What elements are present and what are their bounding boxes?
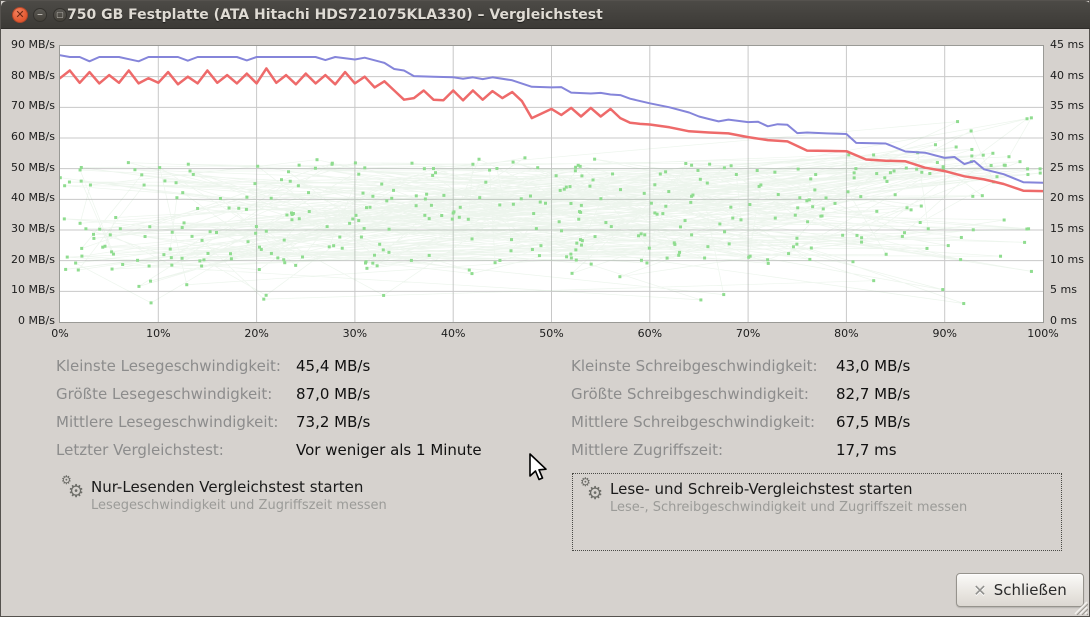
stat-label: Letzter Vergleichstest: [56,441,224,459]
chart-canvas [60,46,1043,322]
y-left-tick: 50 MB/s [11,160,55,174]
y-left-tick: 80 MB/s [11,68,55,82]
close-button-label: Schließen [993,581,1067,599]
x-tick: 90% [932,327,957,340]
close-window-button[interactable]: ✕ [12,7,28,23]
gears-icon: ⚙ ⚙ [61,473,85,502]
readonly-benchmark-subtitle: Lesegeschwindigkeit und Zugriffszeit mes… [91,498,387,513]
gears-icon: ⚙ ⚙ [580,475,604,504]
start-readonly-benchmark-button[interactable]: ⚙ ⚙ Nur-Lesenden Vergleichstest starten … [61,473,387,513]
minimize-window-button[interactable]: – [33,8,47,22]
x-tick: 50% [539,327,564,340]
stat-label: Kleinste Schreibgeschwindigkeit: [571,357,818,375]
y-right-tick: 0 ms [1050,314,1077,327]
stat-label: Mittlere Schreibgeschwindigkeit: [571,413,816,431]
y-left-tick: 90 MB/s [11,38,55,51]
x-tick: 10% [146,327,171,340]
y-left-tick: 30 MB/s [11,222,55,235]
y-left-tick: 60 MB/s [11,130,55,143]
stat-label: Größte Lesegeschwindigkeit: [56,385,273,403]
x-tick: 60% [637,327,663,340]
stat-value: 67,5 MB/s [836,413,911,431]
close-x-icon: ✕ [973,580,987,600]
x-tick: 40% [440,327,466,340]
stat-value: 43,0 MB/s [836,357,911,375]
titlebar: ✕ – ▢ 750 GB Festplatte (ATA Hitachi HDS… [1,1,1090,29]
x-tick: 80% [834,327,859,340]
readonly-benchmark-title: Nur-Lesenden Vergleichstest starten [91,478,364,496]
stat-value: 17,7 ms [836,441,897,459]
mouse-cursor [529,453,547,481]
y-right-tick: 35 ms [1050,99,1084,113]
maximize-window-button[interactable]: ▢ [53,8,67,22]
y-left-tick: 10 MB/s [11,283,55,297]
window-title: 750 GB Festplatte (ATA Hitachi HDS721075… [67,7,603,23]
y-right-tick: 25 ms [1050,160,1084,174]
x-tick: 20% [244,327,269,340]
y-right-tick: 30 ms [1050,130,1084,143]
x-tick: 0% [51,327,69,340]
stat-label: Kleinste Lesegeschwindigkeit: [56,357,281,375]
readwrite-benchmark-title: Lese- und Schreib-Vergleichstest starten [610,480,913,498]
x-tick: 100% [1027,327,1059,340]
y-right-tick: 20 ms [1050,191,1084,205]
readwrite-benchmark-subtitle: Lese-, Schreibgeschwindigkeit und Zugrif… [610,500,968,515]
y-left-tick: 20 MB/s [11,252,55,266]
x-tick: 70% [735,327,761,340]
stat-label: Größte Schreibgeschwindigkeit: [571,385,809,403]
stat-label: Mittlere Lesegeschwindigkeit: [56,413,279,431]
y-right-tick: 40 ms [1050,68,1084,82]
start-readwrite-benchmark-button[interactable]: ⚙ ⚙ Lese- und Schreib-Vergleichstest sta… [572,473,1062,551]
y-right-tick: 15 ms [1050,222,1084,235]
stat-value: 82,7 MB/s [836,385,911,403]
benchmark-chart [59,45,1044,323]
y-right-tick: 5 ms [1050,283,1077,297]
y-right-tick: 10 ms [1050,252,1084,266]
stat-value: Vor weniger als 1 Minute [296,441,482,459]
stat-value: 73,2 MB/s [296,413,371,431]
stat-value: 45,4 MB/s [296,357,371,375]
stat-value: 87,0 MB/s [296,385,371,403]
y-left-tick: 70 MB/s [11,99,55,113]
close-dialog-button[interactable]: ✕ Schließen [956,573,1084,607]
y-right-tick: 45 ms [1050,38,1084,51]
y-left-tick: 40 MB/s [11,191,55,205]
y-left-tick: 0 MB/s [18,314,55,327]
x-tick: 30% [342,327,368,340]
stat-label: Mittlere Zugriffszeit: [571,441,724,459]
resize-grip[interactable] [1073,600,1088,615]
